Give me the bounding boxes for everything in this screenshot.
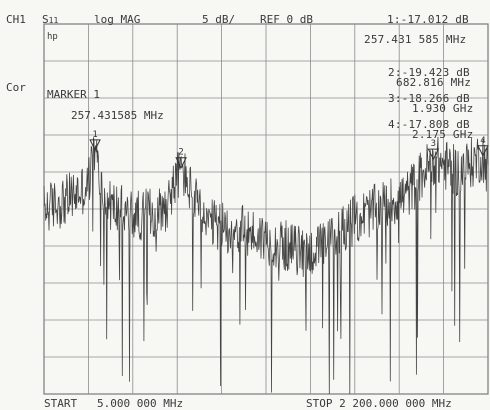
channel-label: CH1: [6, 13, 26, 26]
marker-3-symbol: [427, 148, 440, 161]
marker-2-frequency: 682.816 MHz: [396, 76, 472, 89]
marker-4-frequency: 2.175 GHz: [412, 128, 474, 141]
marker-box-frequency: 257.431585 MHz: [71, 109, 164, 122]
marker-4-value: 4:-17.808 dB: [388, 118, 470, 131]
marker-3-label: 3: [431, 139, 436, 149]
reference-label: REF 0 dB: [260, 13, 313, 26]
trace-line: [43, 136, 489, 395]
marker-4-symbol: [477, 145, 489, 157]
stop-frequency: STOP 2 200.000 000 MHz: [306, 397, 452, 410]
s-parameter-label: S11: [42, 13, 59, 26]
marker-1-label: 1: [92, 130, 97, 140]
correction-label: Cor: [6, 81, 26, 94]
marker-1-symbol: [89, 139, 101, 152]
format-label: log MAG: [94, 13, 141, 26]
active-marker-readout: 1:-17.012 dB: [387, 13, 469, 26]
scale-label: 5 dB/: [202, 13, 236, 26]
marker-3-frequency: 1.930 GHz: [412, 102, 474, 115]
graticule: [43, 23, 489, 395]
start-frequency: START 5.000 000 MHz: [44, 397, 184, 410]
marker-2-value: 2:-19.423 dB: [388, 66, 470, 79]
marker-box-title: MARKER 1: [47, 88, 100, 101]
trace: [43, 136, 489, 395]
marker-symbols: 1 2 3 4: [89, 130, 489, 169]
marker-2-label: 2: [178, 148, 183, 158]
marker-3-value: 3:-18.266 dB: [388, 92, 470, 105]
marker-2-symbol: [175, 157, 187, 169]
active-marker-frequency: 257.431 585 MHz: [364, 33, 467, 46]
hp-logo-label: hp: [47, 32, 58, 42]
marker-4-label: 4: [480, 136, 485, 146]
